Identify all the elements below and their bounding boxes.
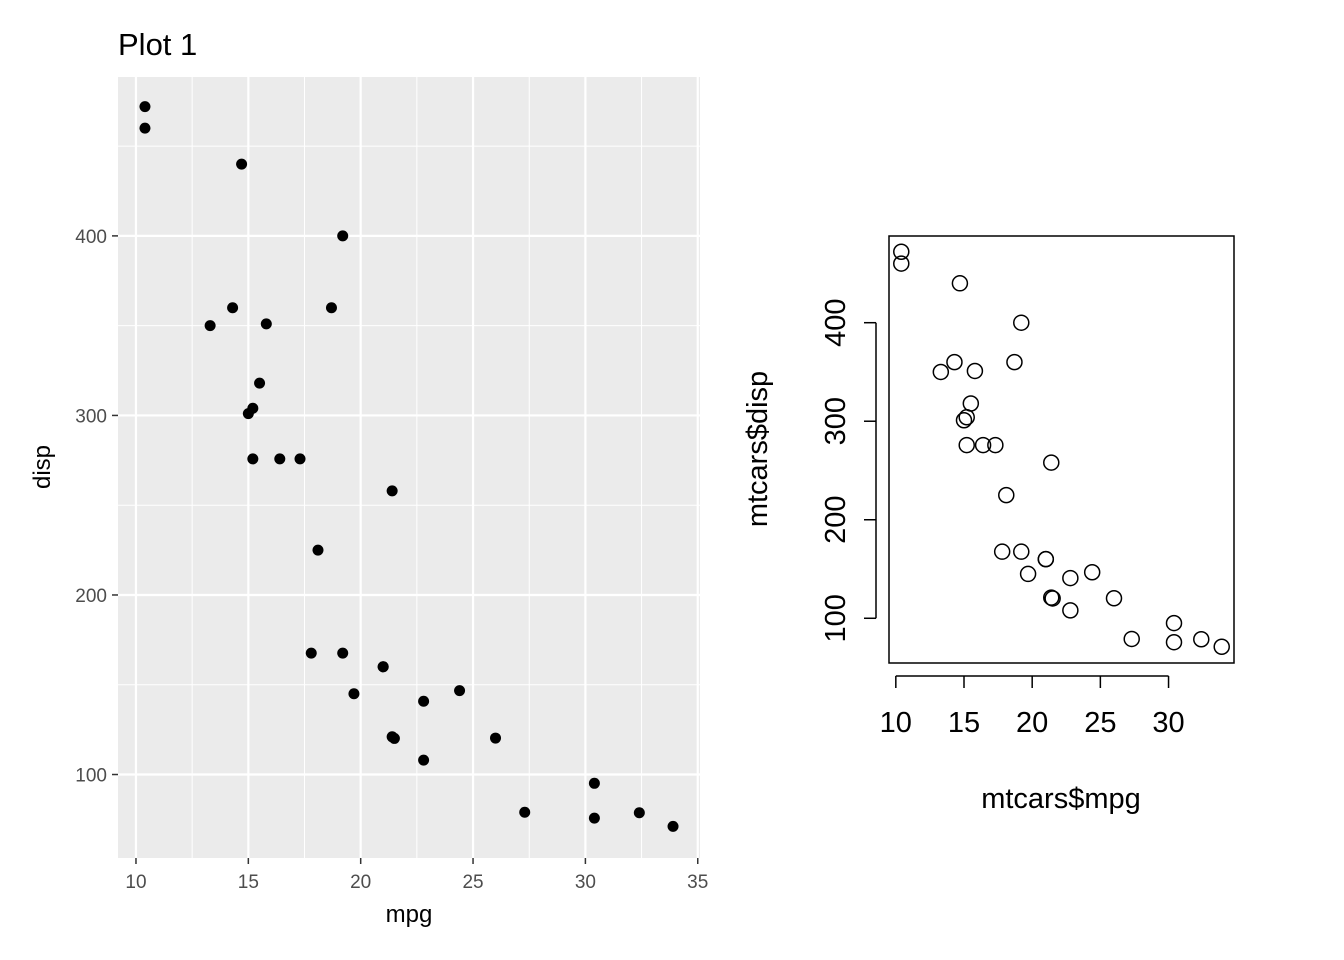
x-tick-label: 10 (880, 707, 912, 739)
data-point (955, 411, 973, 429)
data-point (1213, 638, 1230, 655)
y-tick-label: 400 (820, 299, 852, 347)
data-point (294, 453, 306, 465)
data-point (1043, 454, 1060, 471)
x-tick-label: 20 (1016, 707, 1048, 739)
y-axis-label: mtcars$disp (742, 371, 774, 527)
x-tick-label: 25 (1084, 707, 1116, 739)
x-tick-label: 30 (575, 872, 596, 893)
y-tick-label: 400 (75, 227, 107, 248)
data-point (377, 661, 389, 673)
data-point (633, 807, 645, 819)
data-point (1062, 602, 1079, 619)
y-tick-label: 300 (820, 397, 852, 445)
y-tick-label: 200 (820, 496, 852, 544)
data-point (987, 436, 1004, 454)
x-tick-label: 15 (238, 872, 259, 893)
data-point (337, 230, 349, 242)
data-point (1019, 565, 1037, 583)
plot-panel (118, 77, 700, 858)
data-point (1006, 353, 1023, 371)
data-point (312, 544, 324, 556)
data-point (893, 255, 910, 272)
x-tick-label: 25 (462, 872, 483, 893)
data-point (454, 685, 466, 697)
data-point (1123, 630, 1140, 648)
data-point (348, 688, 360, 700)
data-point (1037, 550, 1055, 568)
x-tick-label: 30 (1152, 707, 1184, 739)
data-point (588, 777, 600, 789)
ggplot-scatter-chart: Plot 1 10 15 20 25 30 35 100 200 300 400 mpg disp (29, 27, 708, 928)
data-point (966, 362, 984, 380)
data-point (893, 243, 910, 261)
data-point (958, 436, 975, 454)
data-point (1083, 564, 1101, 581)
data-point (139, 122, 151, 134)
y-tick-label: 300 (75, 406, 107, 427)
data-point (418, 754, 430, 766)
gridlines (118, 77, 700, 858)
data-point (951, 275, 969, 292)
axes: 10 15 20 25 30 100 200 300 400 (820, 299, 1185, 739)
data-point (337, 647, 349, 659)
y-tick-label: 100 (820, 594, 852, 642)
data-point (490, 732, 502, 744)
data-point (418, 695, 430, 707)
data-point (1013, 314, 1030, 331)
y-axis-label: disp (29, 445, 56, 489)
x-tick-label: 15 (948, 707, 980, 739)
data-points (893, 243, 1230, 655)
chart-title: Plot 1 (118, 27, 197, 62)
data-points (139, 101, 679, 832)
data-point (998, 486, 1015, 504)
data-point (1165, 633, 1183, 651)
x-axis-label: mtcars$mpg (981, 783, 1141, 815)
data-point (1062, 569, 1079, 587)
data-point (274, 453, 286, 465)
data-point (305, 647, 317, 659)
data-point (260, 318, 272, 330)
data-point (958, 409, 975, 426)
data-point (1044, 590, 1061, 607)
data-point (236, 158, 248, 170)
data-point (667, 820, 679, 832)
data-point (974, 436, 992, 454)
data-point (204, 320, 216, 332)
data-point (386, 485, 398, 497)
data-point (1043, 589, 1060, 606)
data-point (254, 377, 266, 389)
x-axis-label: mpg (386, 901, 433, 928)
data-point (962, 395, 980, 412)
data-point (247, 453, 259, 465)
data-point (242, 408, 254, 420)
data-point (227, 302, 239, 314)
data-point (1193, 631, 1210, 648)
data-point (386, 731, 398, 743)
base-scatter-chart: 10 15 20 25 30 100 200 300 400 mtcars$mpg mtcars… (742, 235, 1235, 815)
y-tick-label: 100 (75, 766, 107, 787)
y-tick-label: 200 (75, 586, 107, 607)
data-point (1165, 614, 1183, 632)
data-point (519, 806, 531, 818)
plot-box (888, 235, 1235, 664)
data-point (946, 353, 963, 371)
x-tick-label: 10 (125, 872, 146, 893)
data-point (325, 302, 337, 314)
x-tick-label: 20 (350, 872, 371, 893)
data-point (993, 543, 1011, 560)
data-point (1105, 590, 1123, 607)
axes: 10 15 20 25 30 35 100 200 300 400 (75, 227, 708, 893)
data-point (932, 363, 950, 381)
data-point (588, 812, 600, 824)
data-point (139, 101, 151, 113)
x-tick-label: 35 (687, 872, 708, 893)
data-point (1013, 543, 1030, 560)
